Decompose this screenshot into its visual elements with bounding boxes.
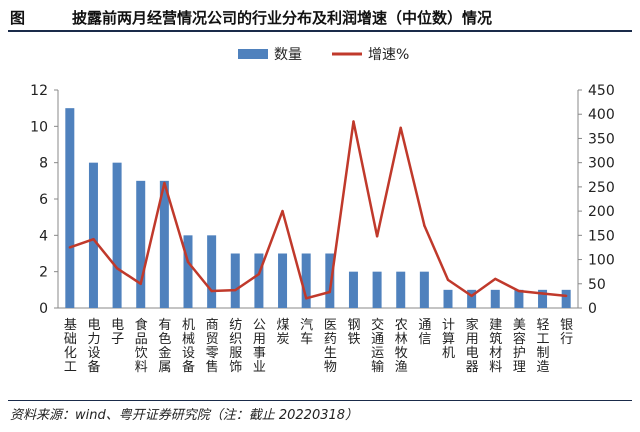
legend-bar-label: 数量 [274,47,302,63]
category-label: 家用电器 [466,317,479,375]
growth-point [186,260,190,264]
category-label: 农林牧渔 [395,318,408,375]
category-label: 商贸零售 [206,318,219,375]
growth-point [446,278,450,282]
category-label: 基础化工 [64,318,77,375]
right-tick-label: 250 [588,180,615,196]
bar [538,289,548,308]
category-label: 医药生物 [324,318,337,375]
legend-bar-swatch [238,49,268,59]
growth-point [281,209,284,213]
growth-point [163,181,166,185]
growth-point [139,282,142,285]
footer-rule [8,400,632,401]
category-label: 电子 [111,318,124,347]
growth-point [423,224,426,227]
bar [372,271,382,308]
bar [230,253,240,308]
category-label: 纺织服饰 [229,318,242,375]
bar [467,289,477,308]
bar [254,253,264,308]
bar [112,162,122,308]
right-tick-label: 350 [588,131,615,147]
bar [419,271,429,308]
category-label: 汽车 [300,318,313,347]
category-label: 机械设备 [182,318,195,375]
figure-header: 图 披露前两月经营情况公司的行业分布及利润增速（中位数）情况 [0,0,640,32]
growth-point [399,126,402,129]
bar [207,235,217,308]
bar [396,271,406,308]
bar [159,180,169,308]
growth-point [352,120,355,123]
combo-chart: 0 2 4 6 8 10 12 0 50 100 150 200 250 300 350 400 450 基础化工… [30,47,615,375]
category-label: 钢铁 [347,318,360,347]
right-tick-label: 400 [588,107,615,123]
category-label: 交通运输 [371,317,384,375]
bar [348,271,358,308]
source-note: 资料来源：wind、粤开证券研究院（注：截止 20220318） [10,408,359,423]
growth-point [564,294,568,298]
legend-line-label: 增速% [368,47,409,63]
left-tick-label: 0 [39,301,48,317]
category-label: 计算机 [442,318,455,361]
bar [325,253,335,308]
left-tick-label: 6 [39,192,48,208]
left-tick-label: 12 [30,83,48,99]
category-label: 煤炭 [277,318,290,347]
category-label: 电力设备 [87,318,100,375]
growth-point [328,290,332,294]
growth-point [115,267,119,270]
category-label: 通信 [418,318,431,347]
right-tick-label: 100 [588,253,615,269]
right-tick-label: 50 [588,277,606,293]
growth-point [210,289,213,293]
category-label: 公用事业 [253,318,266,375]
bar [561,289,571,308]
right-tick-label: 150 [588,228,615,244]
category-label: 美容护理 [513,318,526,375]
category-label: 建筑材料 [489,318,502,375]
growth-point [541,292,544,295]
growth-point [257,272,261,276]
bar [278,253,288,308]
category-label: 有色金属 [158,318,171,375]
header-rule [8,30,632,32]
growth-point [517,289,521,293]
category-label: 轻工制造 [537,318,550,375]
bar [88,162,98,308]
figure-title: 披露前两月经营情况公司的行业分布及利润增速（中位数）情况 [72,9,493,27]
figure-label: 图 [10,9,26,27]
bar [136,180,146,308]
legend: 数量 增速% [238,47,409,63]
growth-point [68,246,72,249]
bar [301,253,311,308]
left-tick-label: 2 [39,265,48,281]
left-tick-label: 4 [39,228,48,244]
right-tick-label: 450 [588,83,615,99]
bar [514,289,524,308]
bar [65,108,75,309]
growth-point [92,238,95,241]
right-tick-label: 200 [588,204,615,220]
growth-point [494,277,497,281]
growth-point [470,294,473,298]
left-tick-label: 10 [30,119,48,135]
right-tick-label: 300 [588,156,615,172]
growth-line [69,120,567,300]
left-tick-label: 8 [39,156,48,172]
category-label: 食品饮料 [135,317,148,375]
right-tick-label: 0 [588,301,597,317]
growth-point [304,297,308,300]
bar [183,235,193,308]
category-label: 银行 [560,318,573,347]
bar [443,289,453,308]
bar [490,289,500,308]
growth-point [375,235,379,238]
growth-point [234,288,237,292]
